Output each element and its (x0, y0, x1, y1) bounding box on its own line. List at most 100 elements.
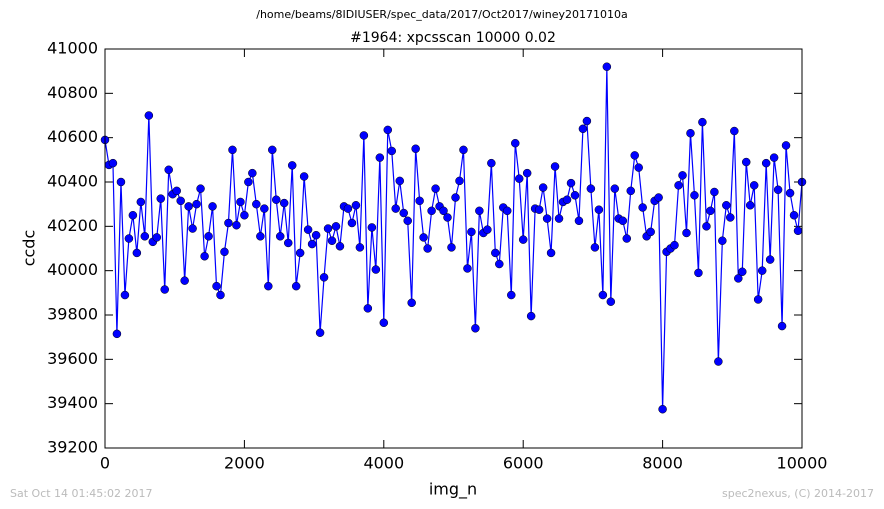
data-point (283, 238, 293, 248)
data-point (319, 273, 329, 282)
data-point (315, 328, 325, 337)
data-point (714, 357, 723, 366)
data-point (522, 168, 532, 178)
data-point (132, 248, 142, 258)
data-point (359, 131, 369, 140)
data-point (379, 318, 389, 328)
data-point (260, 204, 269, 213)
data-point (287, 161, 297, 170)
x-tick-label: 8000 (642, 454, 683, 473)
data-point (526, 311, 536, 321)
data-point (295, 248, 305, 258)
footer-right: spec2nexus, (C) 2014-2017 (722, 487, 874, 500)
data-point (248, 168, 257, 178)
data-point (495, 259, 504, 269)
data-point (686, 128, 695, 138)
data-point (128, 211, 138, 220)
data-point (395, 176, 405, 186)
data-point (439, 206, 448, 216)
data-point (738, 267, 747, 277)
data-point (112, 329, 122, 339)
data-point (594, 205, 604, 214)
data-point (586, 184, 596, 193)
data-point (184, 202, 193, 211)
data-point (383, 125, 393, 135)
data-point (212, 281, 221, 291)
data-point (331, 222, 341, 231)
data-point (240, 211, 249, 220)
y-tick-label: 40000 (47, 260, 98, 279)
data-point (487, 158, 496, 168)
x-tick-label: 2000 (224, 454, 265, 473)
x-tick-label: 4000 (363, 454, 404, 473)
data-point (741, 157, 751, 167)
data-point (670, 240, 679, 250)
data-point (566, 178, 576, 188)
data-point (518, 235, 528, 244)
data-point (156, 194, 166, 203)
data-point (554, 214, 564, 223)
data-point (144, 111, 154, 120)
y-tick-label: 40200 (47, 216, 98, 235)
data-point (590, 243, 600, 252)
data-point (710, 187, 719, 197)
data-point (200, 252, 209, 261)
x-tick-label: 6000 (503, 454, 544, 473)
data-point (757, 266, 767, 275)
data-point (574, 216, 584, 226)
data-point (471, 324, 480, 333)
data-point (307, 239, 317, 249)
data-point (793, 226, 803, 236)
data-point (172, 186, 181, 196)
data-point (602, 62, 612, 71)
data-point (634, 163, 643, 172)
data-point (785, 188, 795, 198)
plot-frame (104, 48, 803, 449)
data-point (108, 158, 118, 168)
data-point (176, 196, 185, 206)
data-point (706, 206, 715, 216)
data-point (204, 232, 213, 241)
data-point (140, 232, 150, 241)
data-point (447, 243, 456, 252)
data-point (419, 233, 428, 242)
data-point (120, 290, 130, 300)
data-point (323, 224, 333, 233)
x-axis-label: img_n (429, 480, 477, 500)
data-point (542, 214, 552, 223)
data-point (722, 201, 731, 210)
y-tick-label: 39400 (47, 393, 98, 412)
data-point (327, 236, 337, 245)
data-point (514, 174, 524, 183)
data-point (216, 290, 225, 300)
data-point (598, 290, 608, 300)
data-point (749, 181, 759, 190)
data-point (228, 145, 237, 155)
data-point (268, 145, 277, 155)
data-point (658, 404, 667, 414)
data-point (745, 201, 755, 210)
data-point (491, 248, 500, 258)
data-point (773, 185, 783, 195)
data-point (427, 206, 436, 216)
data-point (622, 234, 632, 243)
data-point (726, 213, 735, 222)
chart-title: #1964: xpcsscan 10000 0.02 (350, 30, 556, 46)
data-point (626, 186, 635, 196)
data-point (415, 196, 424, 206)
data-point (674, 181, 683, 190)
data-point (363, 304, 373, 313)
data-point (582, 116, 592, 126)
data-point (475, 206, 484, 216)
data-point (351, 201, 361, 210)
data-point (236, 197, 245, 207)
data-point (459, 145, 468, 155)
data-point (546, 248, 556, 258)
y-tick-label: 40400 (47, 172, 98, 191)
data-point (550, 162, 560, 171)
data-point (220, 247, 229, 257)
data-point (761, 158, 771, 168)
data-point (208, 202, 217, 211)
y-axis-label: ccdc (20, 230, 39, 267)
data-point (678, 171, 687, 180)
